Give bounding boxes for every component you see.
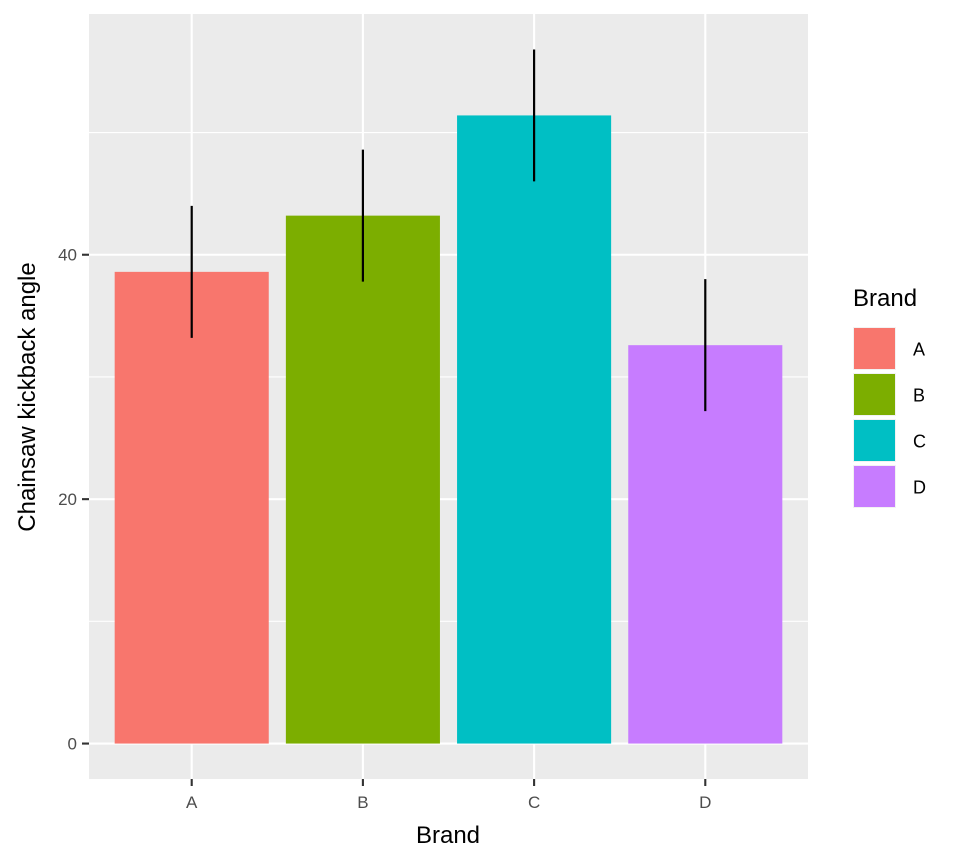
bar-B (285, 215, 440, 744)
x-tick-label: C (528, 793, 540, 812)
bar-D (628, 345, 783, 744)
legend-swatch-D (854, 466, 895, 507)
legend-swatch-B (854, 374, 895, 415)
y-tick-label: 40 (58, 246, 77, 265)
y-tick-label: 20 (58, 490, 77, 509)
x-tick-label: A (186, 793, 198, 812)
legend-label: B (913, 386, 925, 406)
bar-C (457, 115, 612, 744)
x-axis: A B C D (186, 779, 711, 812)
legend-label: C (913, 432, 926, 452)
x-axis-title: Brand (416, 822, 480, 849)
legend-label: A (913, 340, 925, 360)
bars (114, 115, 783, 744)
legend-swatch-A (854, 328, 895, 369)
legend-label: D (913, 478, 926, 498)
y-axis-title: Chainsaw kickback angle (14, 262, 41, 531)
error-bars (190, 49, 707, 412)
x-tick-label: D (699, 793, 711, 812)
legend-swatch-C (854, 420, 895, 461)
legend: Brand A B C D (853, 285, 926, 508)
y-axis: 0 20 40 (58, 246, 89, 754)
legend-title: Brand (853, 285, 917, 312)
y-tick-label: 0 (68, 735, 77, 754)
bar-A (114, 271, 269, 744)
x-tick-label: B (357, 793, 368, 812)
